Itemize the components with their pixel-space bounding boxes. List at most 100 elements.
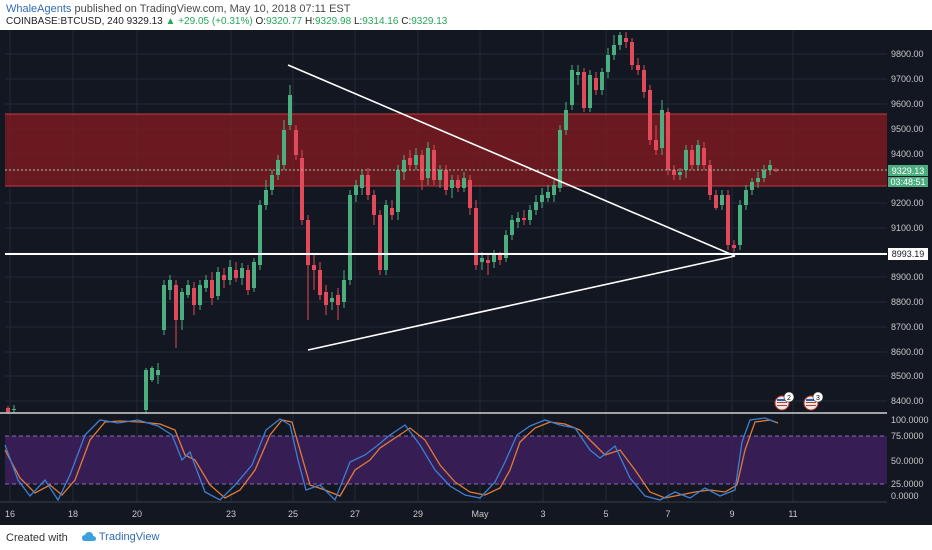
time-tick-label: 5 (603, 509, 608, 519)
candle (702, 142, 706, 170)
tradingview-logo[interactable]: TradingView (82, 531, 159, 543)
price-tick-label: 9700.00 (891, 74, 924, 84)
price-tick-label: 9200.00 (891, 198, 924, 208)
candle (672, 165, 676, 180)
oscillator-tick-label: 50.0000 (891, 456, 924, 466)
high-value: 9329.98 (315, 16, 352, 27)
candle (174, 280, 178, 348)
price-tick-label: 9100.00 (891, 223, 924, 233)
support-price-label: 8993.19 (892, 249, 925, 259)
candle (360, 170, 364, 195)
candle (774, 168, 778, 172)
current-price-tag: 9329.13 03:48:51 (888, 165, 928, 187)
candle (756, 172, 760, 188)
cloud-icon (82, 532, 96, 542)
candle (186, 280, 190, 298)
candle (552, 180, 556, 202)
candle (258, 200, 262, 270)
candle (426, 142, 430, 185)
price-change: ▲ +29.05 (+0.31%) (165, 16, 253, 27)
time-tick-label: 29 (413, 509, 423, 519)
candle (390, 200, 394, 220)
candle (378, 210, 382, 275)
candle (636, 58, 640, 75)
candle (600, 68, 604, 95)
candle (588, 70, 592, 112)
candle (330, 292, 334, 310)
candle (528, 205, 532, 225)
last-price: 9329.13 (126, 16, 163, 27)
candle (156, 363, 160, 384)
oscillator-band (5, 436, 887, 484)
candle (222, 268, 226, 288)
oscillator-tick-label: 0.0000 (891, 491, 919, 501)
candle (144, 368, 148, 414)
candle (240, 263, 244, 285)
footer: Created with TradingView (0, 525, 932, 550)
chart-area[interactable]: 2 3 9800.00 9700.00 9600.00 9500.00 9400.00 9… (0, 30, 932, 525)
time-tick-label: 16 (5, 509, 15, 519)
candle (714, 190, 718, 210)
candle (180, 288, 184, 330)
candle (354, 180, 358, 202)
candle (612, 35, 616, 60)
candle (546, 185, 550, 202)
candle (708, 160, 712, 200)
open-label: O: (255, 16, 267, 27)
price-tick-label: 8400.00 (891, 396, 924, 406)
candle (366, 168, 370, 200)
candle (264, 180, 268, 210)
time-tick-label: 23 (226, 509, 236, 519)
candle (276, 155, 280, 180)
candle (594, 72, 598, 95)
price-tick-label: 8600.00 (891, 347, 924, 357)
price-axis[interactable] (887, 30, 932, 502)
event-badge-flag-1[interactable]: 2 (774, 391, 795, 411)
event-badge-count-1: 2 (787, 395, 791, 402)
event-badge-flag-2[interactable]: 3 (803, 391, 824, 411)
candle (192, 282, 196, 315)
candlestick-series (6, 32, 778, 414)
candle (216, 267, 220, 300)
symbol-label: COINBASE:BTCUSD, 240 (6, 16, 124, 27)
candle (312, 255, 316, 290)
candle (762, 165, 766, 182)
low-value: 9314.16 (362, 16, 399, 27)
candle (750, 178, 754, 195)
oscillator-tick-label: 25.0000 (891, 479, 924, 489)
candle (246, 265, 250, 295)
time-tick-label: May (471, 509, 489, 519)
time-tick-label: 3 (540, 509, 545, 519)
candle (624, 32, 628, 48)
created-with-text: Created with (6, 532, 68, 544)
lower-trendline[interactable] (307, 255, 736, 351)
candle (618, 32, 622, 50)
candle (564, 102, 568, 135)
candle (642, 65, 646, 98)
candle (450, 175, 454, 198)
candle (12, 405, 16, 413)
candle (342, 270, 346, 308)
candle (468, 175, 472, 215)
candle (660, 100, 664, 155)
time-tick-label: 27 (350, 509, 360, 519)
candle (438, 165, 442, 188)
candle (162, 280, 166, 335)
candle (294, 125, 298, 160)
candle (396, 165, 400, 220)
time-tick-label: 11 (788, 509, 797, 519)
author-link[interactable]: WhaleAgents (6, 3, 72, 15)
upper-trendline[interactable] (287, 64, 736, 257)
time-axis[interactable] (0, 502, 932, 525)
main-grid (5, 30, 887, 502)
chart-svg[interactable]: 2 3 9800.009700.009600.009500.009400.009… (0, 30, 932, 525)
stochastic-k-line (4, 417, 776, 502)
candle (408, 150, 412, 170)
candle (678, 168, 682, 180)
ohlc-legend: COINBASE:BTCUSD, 240 9329.13 ▲ +29.05 (+… (6, 16, 447, 27)
published-text: published on TradingView.com, May 10, 20… (74, 3, 351, 15)
candle (306, 215, 310, 320)
candle (456, 175, 460, 192)
support-price-tag: 8993.19 (888, 248, 928, 260)
candle (648, 85, 652, 145)
